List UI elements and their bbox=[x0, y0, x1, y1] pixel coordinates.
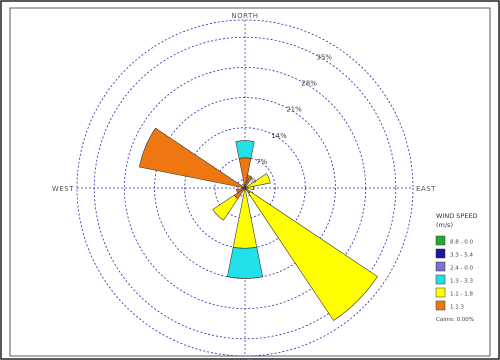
ring-label-5: 35% bbox=[316, 53, 332, 61]
legend-swatch-2 bbox=[435, 261, 446, 272]
petals-group bbox=[139, 127, 378, 321]
petal-4-band-1 bbox=[248, 191, 378, 321]
legend-label-2: 2.4 - 0.0 bbox=[450, 266, 473, 272]
legend-label-4: 1.1 - 1.8 bbox=[450, 292, 473, 298]
petal-5-band-1 bbox=[226, 246, 264, 279]
compass-label-west: WEST bbox=[52, 185, 74, 193]
legend-swatch-5 bbox=[435, 300, 446, 311]
compass-label-north: NORTH bbox=[231, 12, 258, 20]
legend-label-5: 1.1.3 bbox=[450, 305, 464, 311]
ring-label-1: 7% bbox=[256, 158, 267, 166]
legend-title: WIND SPEED bbox=[436, 212, 478, 220]
legend-calms: Calms: 0.00% bbox=[436, 317, 474, 323]
compass-labels-group: NORTH EAST SOUTH WEST bbox=[52, 12, 436, 360]
legend-group: WIND SPEED(m/s) 8.8 - 0.0 3.3 - 5.4 2.4 - 0… bbox=[435, 212, 478, 323]
petal-8-band-0 bbox=[139, 127, 246, 189]
petal-7-band-0 bbox=[236, 187, 246, 194]
compass-label-east: EAST bbox=[416, 185, 436, 193]
legend-swatch-0 bbox=[435, 235, 446, 246]
ring-label-3: 21% bbox=[286, 106, 302, 114]
legend-unit: (m/s) bbox=[436, 221, 453, 229]
plot-border bbox=[9, 7, 491, 357]
legend-swatch-4 bbox=[435, 287, 446, 298]
petal-0-band-1 bbox=[235, 140, 255, 159]
legend-swatch-3 bbox=[435, 274, 446, 285]
compass-label-south: SOUTH bbox=[231, 358, 258, 360]
legend-label-1: 3.3 - 5.4 bbox=[450, 253, 473, 259]
ring-label-4: 28% bbox=[301, 80, 317, 88]
petal-9-band-0 bbox=[242, 183, 246, 189]
ring-outer bbox=[76, 19, 414, 357]
legend-label-0: 8.8 - 0.0 bbox=[450, 240, 473, 246]
legend-label-3: 1.3 - 3.3 bbox=[450, 279, 473, 285]
petal-1-band-0 bbox=[244, 174, 253, 189]
ring-labels-group: 2% 7% 14% 21% 28% 35% bbox=[245, 53, 332, 184]
legend-swatch-1 bbox=[435, 248, 446, 259]
petal-6-band-1 bbox=[212, 194, 239, 221]
ring-label-0: 2% bbox=[245, 177, 256, 185]
petal-2-band-0 bbox=[244, 173, 271, 189]
ring-label-2: 14% bbox=[271, 132, 287, 140]
petal-3-band-0 bbox=[244, 185, 254, 191]
